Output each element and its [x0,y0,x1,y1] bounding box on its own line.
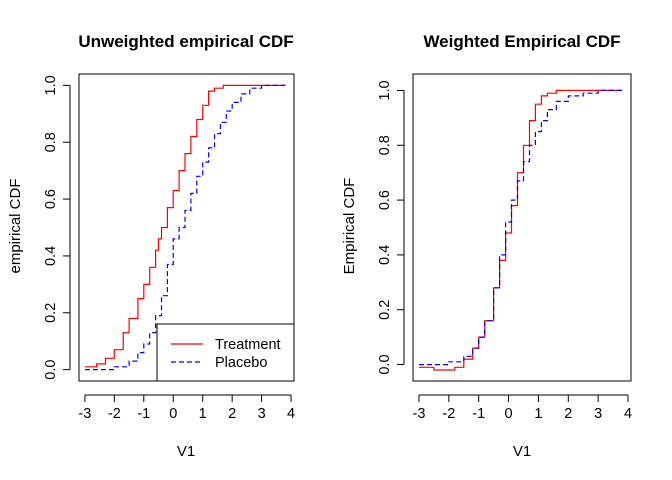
legend: Treatment Placebo [156,323,295,382]
chart-title: Weighted Empirical CDF [423,32,620,51]
x-tick-label: 2 [564,406,572,422]
x-tick-label: 4 [624,406,632,422]
panel-weighted: Weighted Empirical CDF V1 Empirical CDF … [341,32,632,460]
x-tick-label: -2 [108,406,121,422]
x-tick-label: -3 [413,406,426,422]
y-tick-label: 1.0 [43,75,59,95]
y-axis: 0.0 0.2 0.4 0.6 0.8 1.0 [43,75,71,380]
x-tick-label: 0 [169,406,177,422]
legend-box [156,323,295,382]
chart-title: Unweighted empirical CDF [78,32,293,51]
y-tick-label: 0.0 [377,354,393,374]
x-tick-label: 3 [594,406,602,422]
x-axis-label: V1 [177,443,195,460]
series-line-treatment [419,89,622,371]
x-axis-label: V1 [513,443,531,460]
y-tick-label: 0.2 [377,300,393,320]
legend-label-placebo: Placebo [215,355,267,371]
legend-label-treatment: Treatment [215,337,281,353]
x-axis: -3 -2 -1 0 1 2 3 4 [78,394,295,422]
x-tick-label: 2 [228,406,236,422]
series-line-treatment [84,84,286,368]
plot-frame [412,73,632,382]
y-tick-label: 0.4 [43,246,59,266]
y-tick-label: 0.8 [43,132,59,152]
y-tick-label: 0.6 [43,189,59,209]
y-axis-label: Empirical CDF [341,178,358,275]
y-axis-label: empirical CDF [7,178,24,273]
y-axis: 0.0 0.2 0.4 0.6 0.8 1.0 [377,80,405,375]
x-tick-label: -1 [137,406,150,422]
y-tick-label: 0.4 [377,245,393,265]
series-line-placebo [419,89,622,366]
y-tick-label: 0.8 [377,135,393,155]
x-tick-label: 1 [534,406,542,422]
x-tick-label: -2 [442,406,455,422]
series-line-placebo [84,84,286,371]
series-layer [419,89,622,371]
y-tick-label: 1.0 [377,80,393,100]
x-tick-label: 0 [505,406,513,422]
x-tick-label: 1 [199,406,207,422]
x-tick-label: 3 [258,406,266,422]
y-tick-label: 0.2 [43,303,59,323]
x-tick-label: 4 [287,406,295,422]
y-tick-label: 0.0 [43,360,59,380]
series-layer [84,84,286,371]
y-tick-label: 0.6 [377,190,393,210]
x-tick-label: -3 [78,406,91,422]
x-tick-label: -1 [472,406,485,422]
panel-unweighted: Unweighted empirical CDF V1 empirical CD… [7,32,295,460]
x-axis: -3 -2 -1 0 1 2 3 4 [413,394,632,422]
